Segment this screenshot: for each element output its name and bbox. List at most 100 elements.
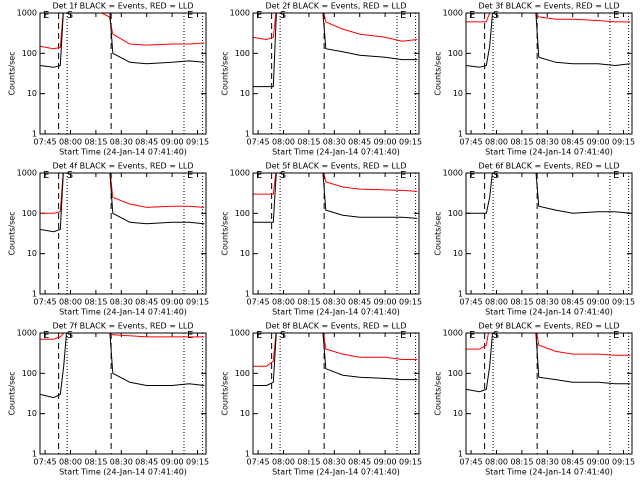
chart-title: Det 7f BLACK = Events, RED = LLD xyxy=(52,322,193,331)
event-marker: E xyxy=(256,170,262,181)
series-line xyxy=(466,173,631,214)
y-tick-label: 1 xyxy=(245,130,250,139)
y-tick-label: 1000 xyxy=(443,9,463,18)
event-marker: S xyxy=(67,10,73,21)
x-tick-label: 08:30 xyxy=(323,298,346,307)
x-tick-label: 08:00 xyxy=(59,138,82,147)
series-line xyxy=(466,333,631,393)
x-tick-label: 07:45 xyxy=(247,298,270,307)
x-tick-label: 07:45 xyxy=(460,138,483,147)
series-line xyxy=(253,173,418,223)
panel: Det 2f BLACK = Events, RED = LLD Start Ti… xyxy=(221,2,423,157)
x-tick-label: 08:00 xyxy=(485,298,508,307)
y-tick-label: 100 xyxy=(235,49,250,58)
series-line xyxy=(40,173,205,233)
x-tick-label: 08:30 xyxy=(536,458,559,467)
y-tick-label: 1000 xyxy=(17,169,37,178)
x-tick-label: 08:00 xyxy=(59,298,82,307)
y-tick-label: 10 xyxy=(27,249,37,258)
x-axis-label: Start Time (24-Jan-14 07:41:40) xyxy=(59,308,187,317)
event-marker: E xyxy=(613,170,619,181)
x-tick-label: 07:45 xyxy=(460,458,483,467)
panel: Det 9f BLACK = Events, RED = LLD Start Ti… xyxy=(434,322,636,477)
x-tick-label: 09:15 xyxy=(612,298,635,307)
event-marker: S xyxy=(280,10,286,21)
lines xyxy=(253,13,418,88)
y-tick-label: 10 xyxy=(453,409,463,418)
x-tick-label: 08:30 xyxy=(110,458,133,467)
series-line xyxy=(466,13,631,23)
x-axis-label: Start Time (24-Jan-14 07:41:40) xyxy=(59,468,187,477)
event-marker: S xyxy=(280,170,286,181)
x-tick-label: 08:00 xyxy=(485,138,508,147)
event-marker: E xyxy=(469,330,475,341)
x-tick-label: 08:15 xyxy=(510,458,533,467)
x-tick-label: 09:15 xyxy=(186,458,209,467)
x-tick-label: 08:45 xyxy=(135,458,158,467)
x-tick-label: 07:45 xyxy=(247,458,270,467)
x-tick-label: 07:45 xyxy=(460,298,483,307)
event-marker: E xyxy=(43,330,49,341)
x-tick-label: 07:45 xyxy=(34,138,57,147)
y-tick-label: 1 xyxy=(32,130,37,139)
x-tick-label: 09:15 xyxy=(612,138,635,147)
x-tick-label: 08:30 xyxy=(323,138,346,147)
x-tick-label: 08:00 xyxy=(485,458,508,467)
y-tick-label: 1000 xyxy=(230,169,250,178)
y-tick-label: 1000 xyxy=(230,9,250,18)
x-axis-label: Start Time (24-Jan-14 07:41:40) xyxy=(272,468,400,477)
y-tick-label: 100 xyxy=(448,209,463,218)
x-tick-label: 08:00 xyxy=(59,458,82,467)
plot-frame xyxy=(252,172,420,295)
y-tick-label: 10 xyxy=(453,89,463,98)
plot-frame xyxy=(252,12,420,135)
y-axis-label: Counts/sec xyxy=(8,211,17,255)
event-marker: S xyxy=(280,330,286,341)
y-tick-label: 10 xyxy=(27,409,37,418)
chart-title: Det 8f BLACK = Events, RED = LLD xyxy=(265,322,406,331)
plot-frame xyxy=(465,172,633,295)
y-axis-label: Counts/sec xyxy=(434,371,443,415)
y-tick-label: 10 xyxy=(27,89,37,98)
x-tick-label: 08:45 xyxy=(135,298,158,307)
y-tick-label: 1 xyxy=(458,450,463,459)
y-tick-label: 1 xyxy=(458,290,463,299)
x-tick-label: 08:30 xyxy=(536,298,559,307)
event-marker: E xyxy=(400,10,406,21)
x-tick-label: 09:00 xyxy=(161,298,184,307)
y-tick-label: 10 xyxy=(453,249,463,258)
event-marker: E xyxy=(187,170,193,181)
x-tick-label: 09:15 xyxy=(612,458,635,467)
chart-title: Det 1f BLACK = Events, RED = LLD xyxy=(52,2,193,11)
y-tick-label: 10 xyxy=(240,249,250,258)
y-tick-label: 1000 xyxy=(17,329,37,338)
event-marker: E xyxy=(187,330,193,341)
chart-title: Det 9f BLACK = Events, RED = LLD xyxy=(478,322,619,331)
lines xyxy=(40,333,205,399)
x-tick-label: 09:15 xyxy=(186,298,209,307)
series-line xyxy=(466,333,631,356)
x-tick-label: 09:00 xyxy=(374,298,397,307)
y-tick-label: 100 xyxy=(22,209,37,218)
x-tick-label: 08:30 xyxy=(536,138,559,147)
panel: Det 7f BLACK = Events, RED = LLD Start Ti… xyxy=(8,322,210,477)
event-marker: S xyxy=(493,330,499,341)
x-tick-label: 09:15 xyxy=(399,458,422,467)
x-tick-label: 08:45 xyxy=(561,458,584,467)
lines xyxy=(40,173,205,233)
y-tick-label: 1 xyxy=(32,450,37,459)
x-tick-label: 09:00 xyxy=(161,458,184,467)
x-tick-label: 08:45 xyxy=(348,298,371,307)
plot-frame xyxy=(39,12,207,135)
plot-frame xyxy=(465,12,633,135)
y-tick-label: 100 xyxy=(448,49,463,58)
series-line xyxy=(40,13,205,50)
event-marker: E xyxy=(469,10,475,21)
x-tick-label: 07:45 xyxy=(34,458,57,467)
x-axis-label: Start Time (24-Jan-14 07:41:40) xyxy=(485,468,613,477)
x-tick-label: 08:00 xyxy=(272,138,295,147)
panel: Det 5f BLACK = Events, RED = LLD Start Ti… xyxy=(221,162,423,317)
x-tick-label: 08:15 xyxy=(84,138,107,147)
lines xyxy=(466,333,631,393)
